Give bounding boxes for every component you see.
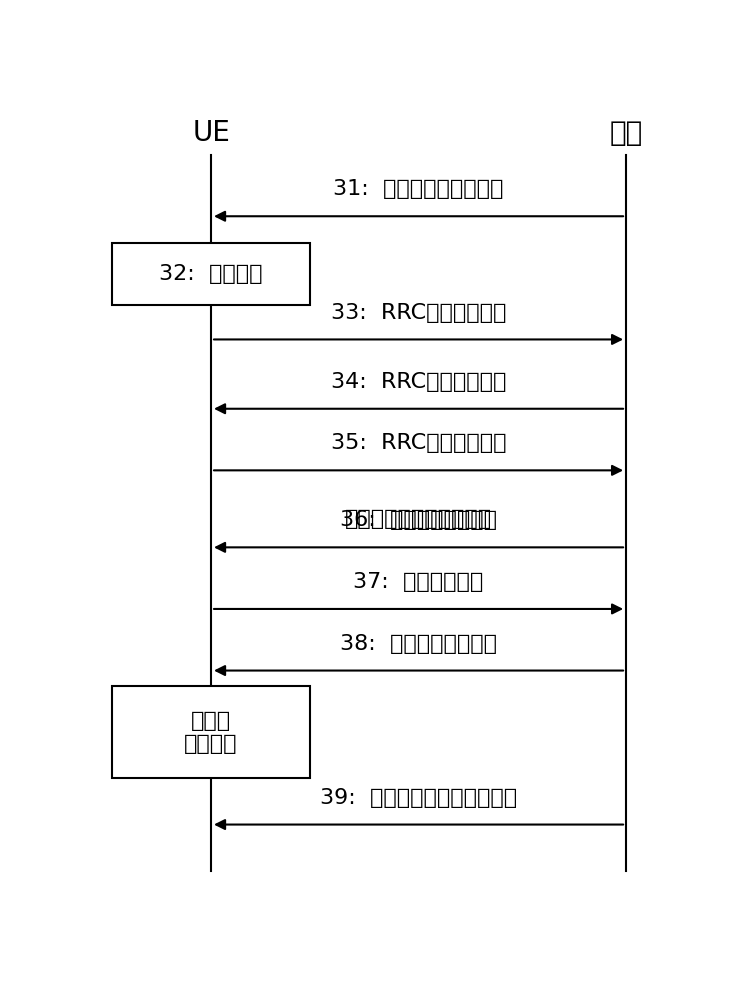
Text: 36:  指示上报测量结果: 36: 指示上报测量结果 bbox=[340, 510, 497, 530]
Bar bbox=[112, 243, 311, 305]
Text: 33:  RRC连接建立请求: 33: RRC连接建立请求 bbox=[331, 303, 506, 323]
Text: 38:  配置辅小区并激活: 38: 配置辅小区并激活 bbox=[340, 634, 497, 654]
Text: 37:  上报测量结果: 37: 上报测量结果 bbox=[354, 572, 483, 592]
Text: 31:  接收基站的测量配置: 31: 接收基站的测量配置 bbox=[333, 179, 504, 199]
Text: 基站: 基站 bbox=[609, 119, 642, 147]
Text: 35:  RRC连接建立完成: 35: RRC连接建立完成 bbox=[331, 433, 507, 453]
Text: 辅小区
激活完成: 辅小区 激活完成 bbox=[185, 711, 238, 754]
Text: 32:  进行测量: 32: 进行测量 bbox=[159, 264, 263, 284]
Text: （指示有测量结果可用）: （指示有测量结果可用） bbox=[345, 509, 492, 529]
Text: 39:  利用辅小区进行数据收发: 39: 利用辅小区进行数据收发 bbox=[320, 788, 517, 808]
Bar bbox=[112, 686, 311, 778]
Text: 34:  RRC连接建立响应: 34: RRC连接建立响应 bbox=[331, 372, 506, 392]
Text: UE: UE bbox=[192, 119, 230, 147]
